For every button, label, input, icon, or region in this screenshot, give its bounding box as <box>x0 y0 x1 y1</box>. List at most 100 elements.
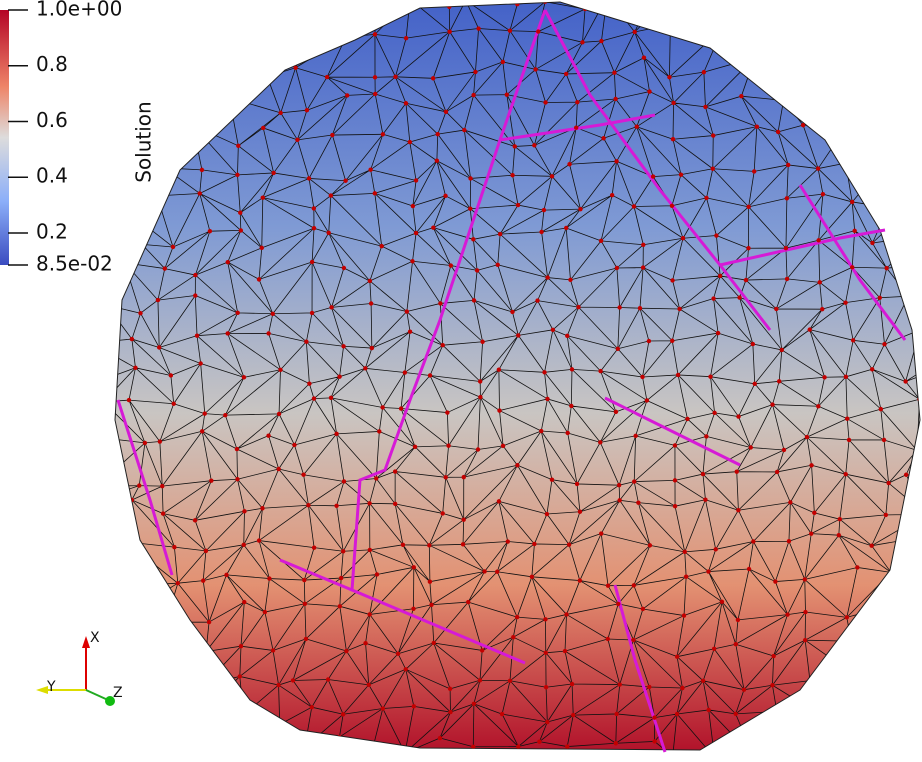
mesh-node <box>301 473 305 477</box>
tick-label: 8.5e-02 <box>36 252 113 276</box>
mesh-node <box>675 712 679 716</box>
mesh-node <box>373 75 377 79</box>
mesh-node <box>786 163 790 167</box>
mesh-node <box>103 143 107 147</box>
mesh-node <box>878 296 882 300</box>
mesh-node <box>874 718 878 722</box>
mesh-node <box>157 345 161 349</box>
mesh-node <box>565 744 569 748</box>
mesh-node <box>379 244 383 248</box>
mesh-node <box>882 342 886 346</box>
mesh-node <box>641 243 645 247</box>
mesh-node <box>515 2 519 6</box>
mesh-node <box>263 610 267 614</box>
mesh-node <box>601 136 605 140</box>
mesh-node <box>278 111 282 115</box>
mesh-node <box>480 648 484 652</box>
mesh-node <box>260 506 264 510</box>
mesh-node <box>681 236 685 240</box>
mesh-node <box>363 366 367 370</box>
mesh-node <box>411 204 415 208</box>
mesh-node <box>242 509 246 513</box>
mesh-node <box>770 402 774 406</box>
mesh-node <box>703 105 707 109</box>
mesh-node <box>599 531 603 535</box>
mesh-node <box>278 722 282 726</box>
mesh-node <box>684 575 688 579</box>
mesh-node <box>295 138 299 142</box>
mesh-node <box>777 34 781 38</box>
mesh-node <box>564 226 568 230</box>
mesh-node <box>821 192 825 196</box>
mesh-node <box>271 171 275 175</box>
mesh-node <box>156 298 160 302</box>
mesh-node <box>633 30 637 34</box>
orientation-triad: X Y Z <box>36 630 123 706</box>
mesh-node <box>461 517 465 521</box>
mesh-node <box>882 438 886 442</box>
mesh-node <box>598 369 602 373</box>
mesh-node <box>381 132 385 136</box>
mesh-node <box>805 435 809 439</box>
mesh-node <box>578 578 582 582</box>
mesh-node <box>614 159 618 163</box>
mesh-node <box>207 620 211 624</box>
mesh-node <box>774 307 778 311</box>
mesh-node <box>333 2 337 6</box>
mesh-node <box>497 368 501 372</box>
mesh-node <box>574 125 578 129</box>
mesh-node <box>203 411 207 415</box>
mesh-node <box>918 328 922 332</box>
mesh-node <box>736 618 740 622</box>
mesh-node <box>293 66 297 70</box>
mesh-node <box>204 549 208 553</box>
mesh-node <box>201 578 205 582</box>
mesh-node <box>270 26 274 30</box>
mesh-node <box>701 679 705 683</box>
mesh-node <box>345 93 349 97</box>
mesh-node <box>428 579 432 583</box>
mesh-node <box>613 97 617 101</box>
mesh-node <box>480 340 484 344</box>
mesh-node <box>191 753 195 757</box>
mesh-node <box>239 228 243 232</box>
mesh-node <box>823 76 827 80</box>
mesh-node <box>916 566 920 570</box>
mesh-node <box>448 687 452 691</box>
mesh-node <box>550 174 554 178</box>
mesh-node <box>443 194 447 198</box>
mesh-node <box>267 576 271 580</box>
mesh-node <box>132 24 136 28</box>
mesh-node <box>599 239 603 243</box>
mesh-node <box>276 683 280 687</box>
mesh-node <box>879 407 883 411</box>
mesh-node <box>537 739 541 743</box>
mesh-node <box>838 517 842 521</box>
mesh-node <box>143 441 147 445</box>
mesh-node <box>261 126 265 130</box>
mesh-node <box>473 70 477 74</box>
mesh-node <box>257 277 261 281</box>
mesh-node <box>570 682 574 686</box>
mesh-node <box>431 76 435 80</box>
mesh-node <box>652 739 656 743</box>
mesh-node <box>803 638 807 642</box>
mesh-node <box>511 635 515 639</box>
mesh-node <box>89 341 93 345</box>
mesh-node <box>844 472 848 476</box>
mesh-node <box>393 75 397 79</box>
mesh-node <box>808 327 812 331</box>
mesh-node <box>533 67 537 71</box>
mesh-node <box>903 379 907 383</box>
mesh-node <box>812 739 816 743</box>
mesh-node <box>369 301 373 305</box>
mesh-node <box>337 735 341 739</box>
mesh-node <box>447 30 451 34</box>
mesh-node <box>543 617 547 621</box>
mesh-node <box>105 234 109 238</box>
mesh-node <box>545 720 549 724</box>
mesh-node <box>647 339 651 343</box>
mesh-node <box>401 543 405 547</box>
mesh-node <box>449 263 453 267</box>
mesh-node <box>102 586 106 590</box>
